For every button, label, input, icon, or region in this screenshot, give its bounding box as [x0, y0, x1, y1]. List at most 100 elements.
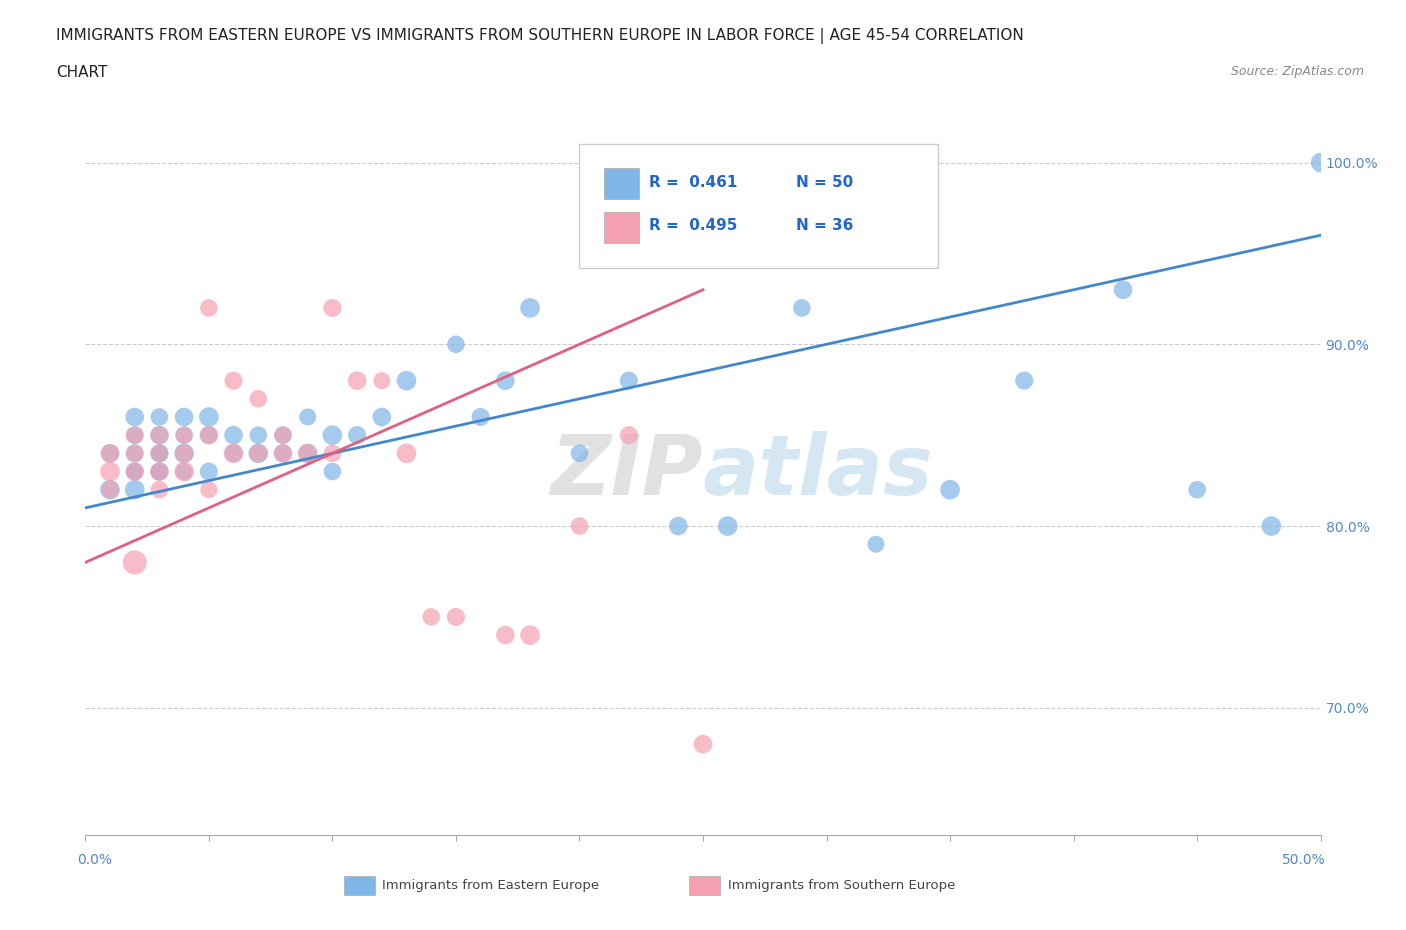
Point [148, 483, 170, 498]
Point [222, 428, 245, 443]
Text: 0.0%: 0.0% [77, 853, 112, 868]
Point [173, 464, 195, 479]
Point [148, 464, 170, 479]
Point [173, 445, 195, 460]
Text: N = 50: N = 50 [796, 175, 853, 190]
Point [247, 428, 270, 443]
Point [148, 428, 170, 443]
Point [395, 373, 418, 388]
Point [444, 609, 467, 624]
Point [222, 445, 245, 460]
Point [124, 445, 146, 460]
Point [124, 428, 146, 443]
Point [297, 445, 319, 460]
Point [148, 445, 170, 460]
Point [568, 445, 591, 460]
Point [173, 409, 195, 424]
Text: atlas: atlas [703, 431, 934, 512]
Point [198, 428, 221, 443]
Point [148, 445, 170, 460]
Point [124, 483, 146, 498]
Point [148, 428, 170, 443]
Point [321, 445, 343, 460]
Point [124, 464, 146, 479]
Point [321, 428, 343, 443]
Point [321, 300, 343, 315]
Point [1185, 483, 1208, 498]
Point [98, 483, 121, 498]
Text: IMMIGRANTS FROM EASTERN EUROPE VS IMMIGRANTS FROM SOUTHERN EUROPE IN LABOR FORCE: IMMIGRANTS FROM EASTERN EUROPE VS IMMIGR… [56, 28, 1024, 44]
Text: ZIP: ZIP [550, 431, 703, 512]
Point [148, 445, 170, 460]
Point [297, 445, 319, 460]
Point [148, 409, 170, 424]
Point [939, 483, 962, 498]
Point [173, 445, 195, 460]
Point [519, 628, 541, 643]
Point [420, 609, 443, 624]
Point [148, 464, 170, 479]
Point [519, 300, 541, 315]
Point [124, 409, 146, 424]
Point [198, 300, 221, 315]
Point [124, 464, 146, 479]
Point [124, 555, 146, 570]
Point [222, 373, 245, 388]
Point [692, 737, 714, 751]
Point [247, 392, 270, 406]
Point [198, 483, 221, 498]
Point [444, 337, 467, 352]
Point [271, 445, 294, 460]
Point [124, 445, 146, 460]
FancyBboxPatch shape [605, 212, 638, 243]
Point [98, 483, 121, 498]
Point [395, 445, 418, 460]
Point [124, 428, 146, 443]
Text: 50.0%: 50.0% [1282, 853, 1326, 868]
Point [198, 428, 221, 443]
Point [198, 464, 221, 479]
FancyBboxPatch shape [605, 168, 638, 199]
Point [371, 409, 394, 424]
Point [1260, 519, 1282, 534]
Point [494, 373, 516, 388]
Text: Immigrants from Southern Europe: Immigrants from Southern Europe [728, 879, 956, 892]
Point [321, 464, 343, 479]
Point [173, 464, 195, 479]
Point [271, 445, 294, 460]
Point [173, 428, 195, 443]
Point [271, 428, 294, 443]
Point [222, 445, 245, 460]
Point [124, 464, 146, 479]
Point [173, 428, 195, 443]
Point [98, 445, 121, 460]
Text: Source: ZipAtlas.com: Source: ZipAtlas.com [1230, 65, 1364, 78]
Text: N = 36: N = 36 [796, 219, 853, 233]
Point [198, 409, 221, 424]
Text: CHART: CHART [56, 65, 108, 80]
Point [568, 519, 591, 534]
Point [1012, 373, 1035, 388]
Point [617, 373, 640, 388]
FancyBboxPatch shape [579, 144, 938, 268]
Text: R =  0.495: R = 0.495 [648, 219, 737, 233]
Point [494, 628, 516, 643]
Point [717, 519, 740, 534]
Point [617, 428, 640, 443]
Point [98, 445, 121, 460]
Point [148, 464, 170, 479]
Point [1309, 155, 1331, 170]
Text: Immigrants from Eastern Europe: Immigrants from Eastern Europe [382, 879, 599, 892]
Point [666, 519, 689, 534]
Point [470, 409, 492, 424]
Point [247, 445, 270, 460]
Point [346, 428, 368, 443]
Point [790, 300, 813, 315]
Point [247, 445, 270, 460]
Point [865, 537, 887, 551]
Point [371, 373, 394, 388]
Point [346, 373, 368, 388]
Point [1112, 283, 1135, 298]
Text: R =  0.461: R = 0.461 [648, 175, 737, 190]
Point [98, 464, 121, 479]
